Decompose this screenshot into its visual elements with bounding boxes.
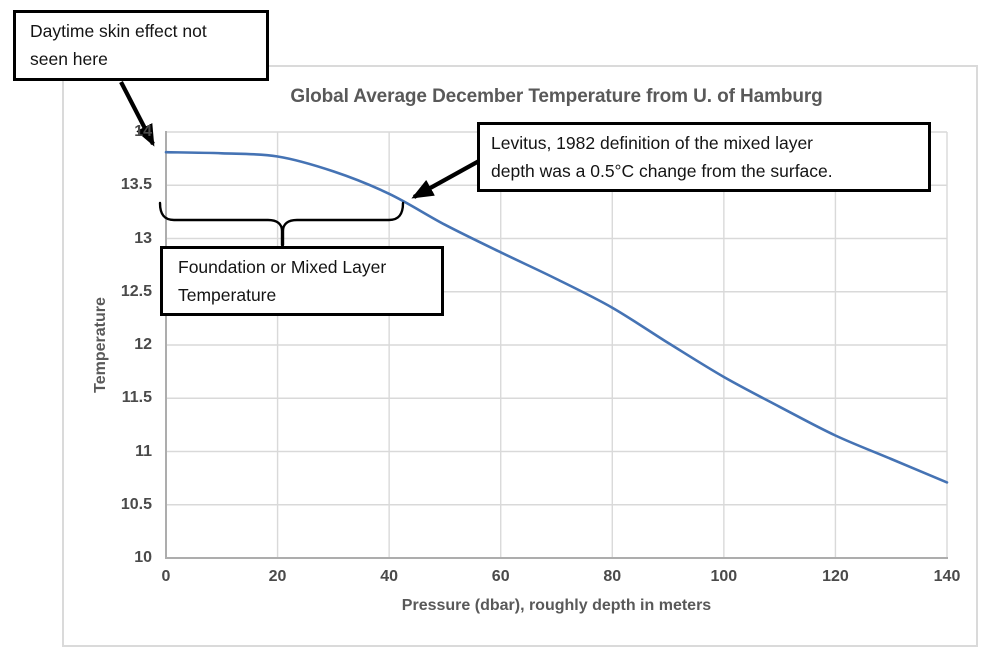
y-tick-label: 12 <box>134 336 152 353</box>
y-tick-label: 13.5 <box>120 176 152 194</box>
y-tick-label: 10.5 <box>120 495 152 513</box>
annotation-levitus-definition: Levitus, 1982 definition of the mixed la… <box>477 122 931 192</box>
x-tick-label: 100 <box>710 568 738 585</box>
y-tick-label: 10 <box>134 549 152 566</box>
x-tick-label: 140 <box>933 568 961 585</box>
temperature-curve <box>164 150 949 484</box>
x-tick-label: 40 <box>380 568 399 585</box>
annotation-line: Levitus, 1982 definition of the mixed la… <box>491 133 813 153</box>
x-tick-label: 60 <box>491 568 510 585</box>
y-tick-label: 11 <box>135 442 152 460</box>
x-tick-label: 80 <box>603 568 622 585</box>
y-tick-label: 11.5 <box>121 389 152 407</box>
chart-title: Global Average December Temperature from… <box>290 86 823 107</box>
y-tick-label: 12.5 <box>120 282 152 300</box>
gridlines <box>165 131 948 559</box>
axis-lines <box>165 131 948 559</box>
mixed-layer-brace-icon <box>158 201 405 247</box>
levitus-arrow-icon <box>411 159 481 199</box>
annotation-line: depth was a 0.5°C change from the surfac… <box>491 161 833 181</box>
y-tick-label: 14 <box>134 123 152 140</box>
x-tick-label: 20 <box>268 568 287 585</box>
daytime-arrow-icon <box>119 81 155 147</box>
x-tick-label: 120 <box>822 568 849 585</box>
y-tick-label: 13 <box>134 229 152 247</box>
annotation-line: Daytime skin effect not <box>30 21 207 41</box>
annotation-line: Foundation or Mixed Layer <box>178 257 387 277</box>
annotation-foundation-temperature: Foundation or Mixed Layer Temperature <box>160 246 444 316</box>
annotation-line: Temperature <box>178 285 277 305</box>
x-tick-label: 0 <box>161 568 171 585</box>
x-axis-title: Pressure (dbar), roughly depth in meters <box>401 597 712 614</box>
annotation-line: seen here <box>30 49 108 69</box>
annotation-daytime-skin-effect: Daytime skin effect not seen here <box>13 10 269 81</box>
